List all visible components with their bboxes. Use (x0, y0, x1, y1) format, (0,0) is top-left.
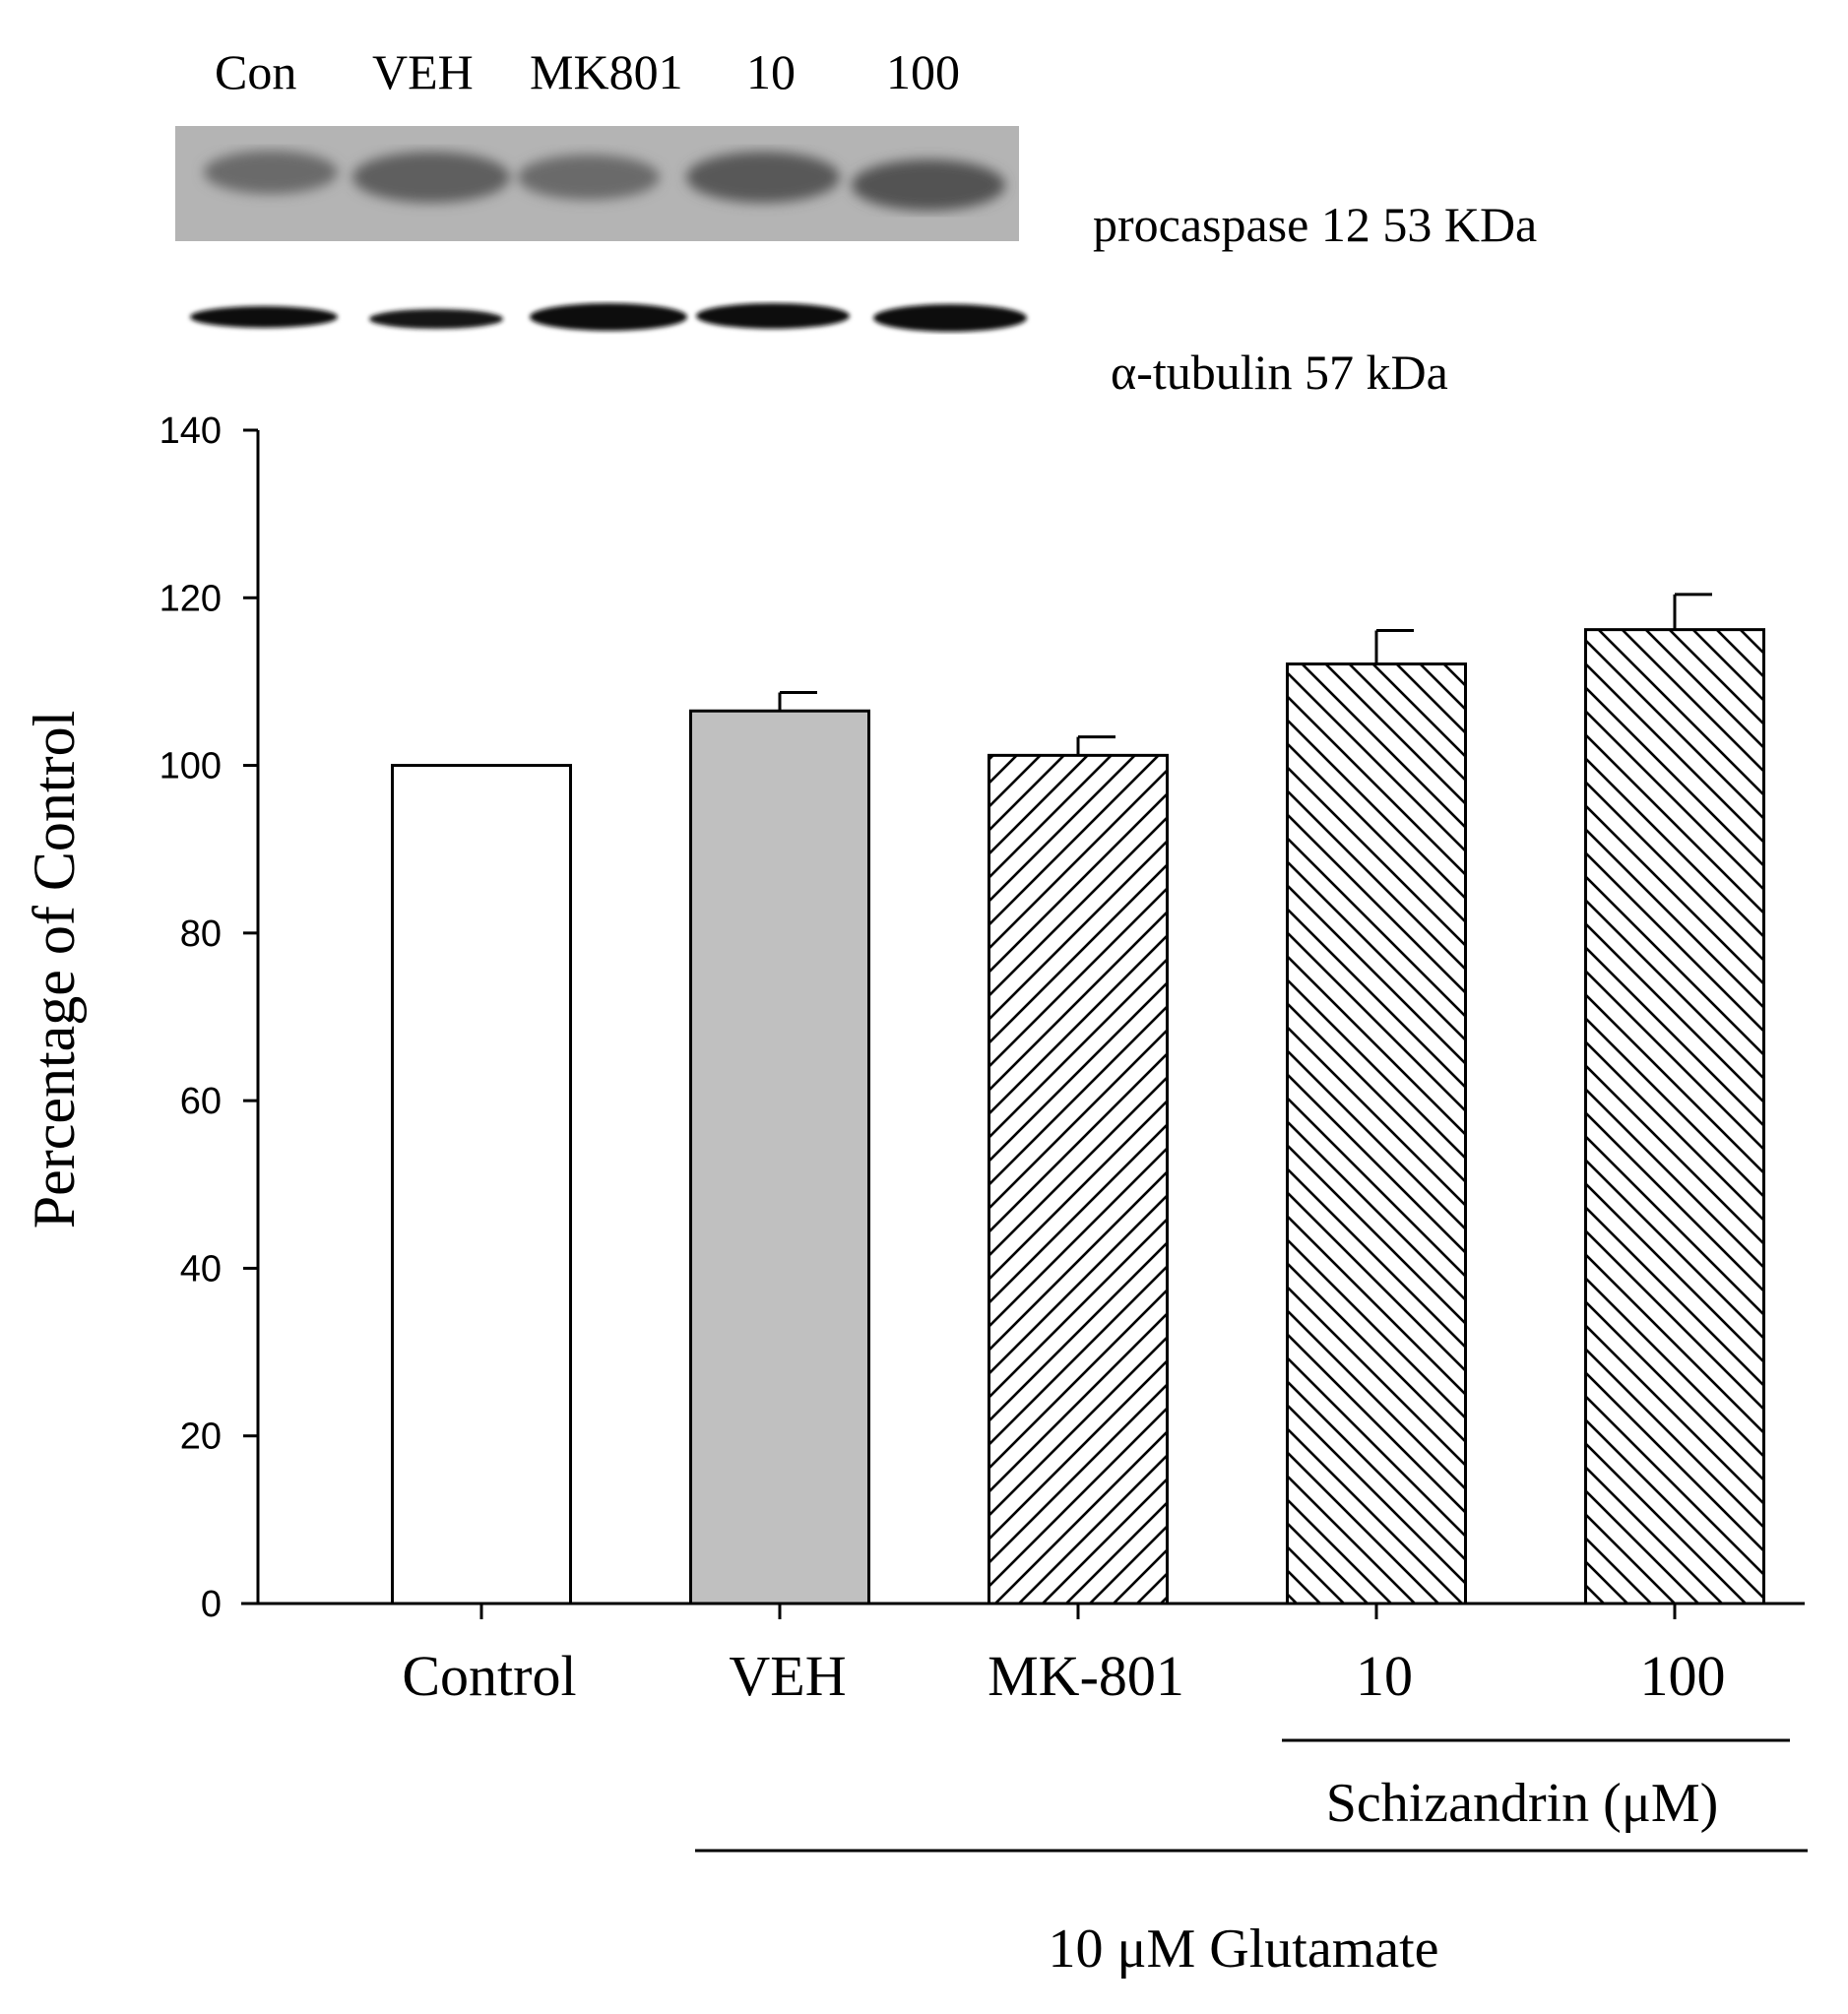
blot-lane-label-mk801: MK801 (530, 44, 683, 99)
tubulin-band (696, 303, 850, 329)
y-tick-label: 140 (159, 410, 222, 452)
y-tick-label: 120 (159, 578, 222, 619)
x-tick-label: 10 (1356, 1644, 1413, 1708)
x-axis-ticks: Control VEH MK-801 10 100 (402, 1604, 1726, 1708)
x-tick-label: 100 (1640, 1644, 1726, 1708)
tubulin-band (530, 303, 687, 331)
y-axis-label: Percentage of Control (22, 711, 87, 1229)
y-tick-label: 0 (201, 1584, 222, 1625)
bar-control (391, 764, 572, 1605)
blot-lane-label-veh: VEH (372, 44, 474, 99)
procaspase-band (204, 151, 338, 194)
procaspase-band (852, 159, 1005, 211)
western-blot: Con VEH MK801 10 100 procaspase 12 53 KD… (175, 44, 1537, 400)
y-tick-label: 20 (180, 1416, 222, 1458)
procaspase-band (686, 152, 840, 203)
bar-100 (1584, 628, 1765, 1605)
y-tick-label: 80 (180, 913, 222, 955)
x-tick-label: MK-801 (988, 1644, 1184, 1708)
tubulin-label: α-tubulin 57 kDa (1111, 345, 1448, 400)
tubulin-band (190, 306, 338, 328)
y-tick-label: 40 (180, 1248, 222, 1290)
x-tick-label: VEH (729, 1644, 846, 1708)
y-tick-label: 100 (159, 746, 222, 787)
blot-lane-label-100: 100 (886, 44, 960, 99)
bar-10 (1286, 662, 1467, 1605)
y-tick-label: 60 (180, 1081, 222, 1122)
bar-veh (689, 709, 870, 1605)
tubulin-band (873, 304, 1027, 332)
blot-lane-label-10: 10 (746, 44, 796, 99)
procaspase-band (352, 152, 510, 203)
procaspase-label: procaspase 12 53 KDa (1093, 197, 1537, 252)
procaspase-band (518, 155, 660, 200)
blot-lane-label-con: Con (215, 44, 296, 99)
schizandrin-group-label: Schizandrin (μM) (1326, 1773, 1719, 1834)
x-tick-label: Control (402, 1644, 576, 1708)
bar-mk-801 (988, 753, 1169, 1605)
glutamate-group-label: 10 μM Glutamate (1048, 1919, 1438, 1980)
bar-chart: 0 20 40 60 80 100 120 140 Control VEH MK-801 10 100… (22, 410, 1808, 1980)
y-axis-ticks: 0 20 40 60 80 100 120 140 (159, 410, 258, 1625)
tubulin-bands (190, 303, 1027, 332)
procaspase-bands (204, 151, 1005, 211)
tubulin-band (369, 309, 503, 329)
bars (391, 593, 1765, 1605)
